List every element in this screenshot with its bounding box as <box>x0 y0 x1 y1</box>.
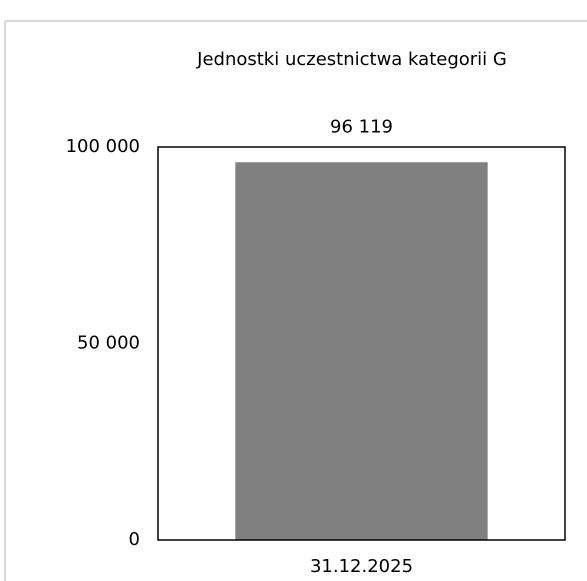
y-tick-label: 0 <box>129 529 140 550</box>
value-label: 96 119 <box>330 116 393 137</box>
bar <box>235 162 488 541</box>
y-tick-label: 50 000 <box>77 333 140 354</box>
x-tick-label: 31.12.2025 <box>310 556 413 577</box>
y-tick-label: 100 000 <box>66 136 140 157</box>
chart-title: Jednostki uczestnictwa kategorii G <box>196 49 507 70</box>
plot-frame <box>157 146 566 541</box>
